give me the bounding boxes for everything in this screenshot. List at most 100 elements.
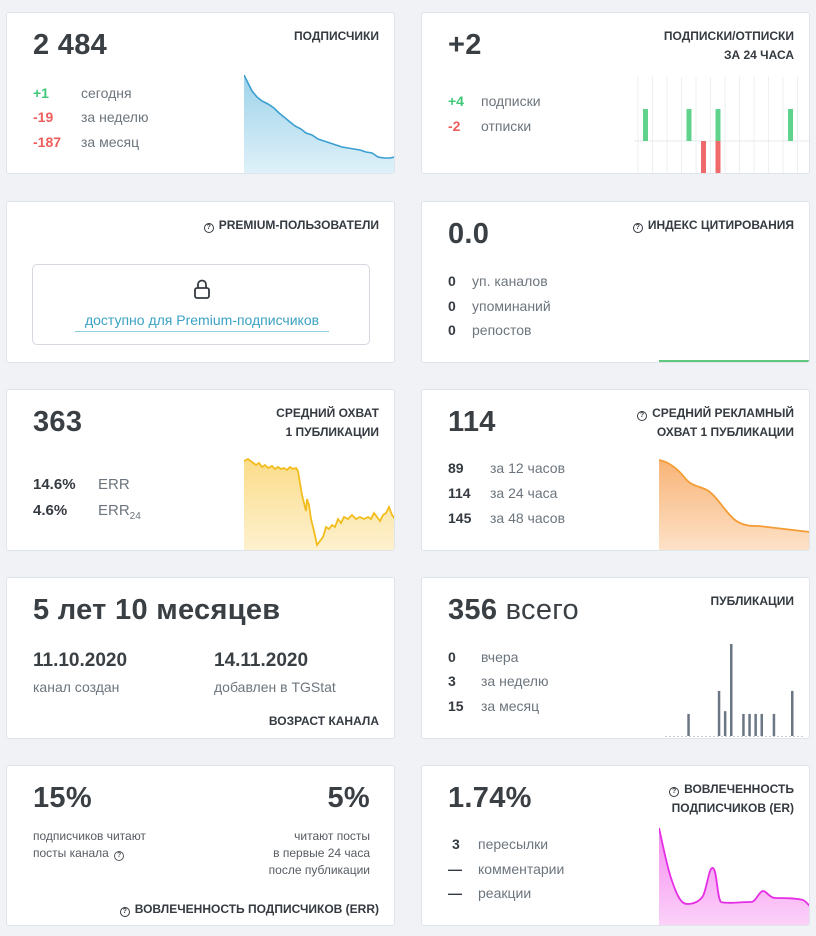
subscription-bar (788, 109, 793, 141)
err-right-value: 5% (327, 782, 370, 814)
err-right-label-line1: читают посты (294, 829, 370, 843)
ad-reach-12h-value: 89 (448, 460, 464, 476)
posts-total-value: 356 (448, 594, 498, 626)
post-bar (717, 690, 721, 736)
reach-header: СРЕДНИЙ ОХВАТ 1 ПУБЛИКАЦИИ (276, 404, 379, 442)
err-footer: ? ВОВЛЕЧЕННОСТЬ ПОДПИСЧИКОВ (ERR) (119, 900, 379, 919)
ad-reach-header-line1: ? СРЕДНИЙ РЕКЛАМНЫЙ (637, 404, 794, 423)
err-left-label: подписчиков читают посты канала ? (33, 828, 146, 862)
citation-flat-line (659, 360, 809, 362)
subscription-bar (715, 109, 721, 141)
premium-card[interactable]: ? PREMIUM-ПОЛЬЗОВАТЕЛИ доступно для Premi… (6, 201, 395, 363)
help-icon[interactable]: ? (203, 223, 214, 233)
subscribers-month-value: -187 (33, 134, 62, 150)
post-bar (760, 713, 763, 736)
post-bar (723, 711, 727, 736)
help-icon[interactable]: ? (114, 851, 125, 861)
channel-age-value: 5 лет 10 месяцев (33, 594, 281, 626)
post-bar (730, 644, 733, 736)
err-left-label-line2: посты канала ? (33, 845, 146, 862)
post-bar (687, 713, 690, 736)
err24-value: 4.6% (33, 502, 68, 519)
err-right-label-line3: после публикации (268, 863, 370, 877)
posts-total: 356 всего (448, 594, 579, 627)
posts-header: ПУБЛИКАЦИИ (710, 594, 794, 608)
er-header: ? ВОВЛЕЧЕННОСТЬ ПОДПИСЧИКОВ (ER) (669, 780, 794, 818)
subs-value: +4 (448, 93, 464, 109)
post-bar (791, 690, 794, 736)
premium-link[interactable]: доступно для Premium-подписчиков (84, 312, 320, 328)
reach-card[interactable]: 363 СРЕДНИЙ ОХВАТ 1 ПУБЛИКАЦИИ 14.6% ERR… (6, 389, 395, 551)
subs-unsubs-header-line1: ПОДПИСКИ/ОТПИСКИ (663, 29, 794, 43)
premium-locked-box[interactable]: доступно для Premium-подписчиков (32, 264, 370, 345)
er-sparkline (659, 827, 809, 925)
ad-reach-header: ? СРЕДНИЙ РЕКЛАМНЫЙ ОХВАТ 1 ПУБЛИКАЦИИ (637, 404, 794, 442)
post-bar (772, 713, 776, 736)
ad-reach-sparkline (659, 459, 809, 550)
posts-month-value: 15 (448, 698, 464, 714)
unsubscription-bar (715, 141, 721, 173)
posts-week-value: 3 (448, 673, 456, 689)
posts-card[interactable]: 356 всего ПУБЛИКАЦИИ 0 вчера 3 за неделю… (421, 577, 810, 739)
subs-label: подписки (481, 93, 541, 109)
help-icon[interactable]: ? (637, 411, 648, 421)
subscribers-today-value: +1 (33, 85, 49, 101)
citation-card[interactable]: 0.0 ? ИНДЕКС ЦИТИРОВАНИЯ 0 уп. каналов 0 … (421, 201, 810, 363)
citation-reposts-label: репостов (472, 322, 532, 338)
citation-channels-value: 0 (448, 273, 456, 289)
help-icon[interactable]: ? (119, 907, 130, 917)
err-left-label-line2-text: посты канала (33, 846, 109, 860)
er-card[interactable]: 1.74% ? ВОВЛЕЧЕННОСТЬ ПОДПИСЧИКОВ (ER) 3 … (421, 765, 810, 926)
citation-mentions-label: упоминаний (472, 298, 551, 314)
subscribers-card[interactable]: 2 484 ПОДПИСЧИКИ +1 сегодня -19 за недел… (6, 12, 395, 174)
subscribers-today-label: сегодня (81, 85, 132, 101)
reach-header-line2: 1 ПУБЛИКАЦИИ (285, 425, 379, 439)
err24-label: ERR24 (98, 502, 141, 522)
reach-header-line1: СРЕДНИЙ ОХВАТ (276, 406, 379, 420)
channel-age-footer: ВОЗРАСТ КАНАЛА (268, 714, 379, 728)
unsubs-label: отписки (481, 118, 532, 134)
err-footer-text: ВОВЛЕЧЕННОСТЬ ПОДПИСЧИКОВ (ERR) (134, 902, 379, 916)
help-icon[interactable]: ? (632, 223, 643, 233)
er-value: 1.74% (448, 782, 532, 814)
er-comments-value: — (448, 861, 462, 877)
posts-yesterday-value: 0 (448, 649, 456, 665)
reach-value: 363 (33, 406, 83, 438)
subscription-bar (643, 109, 648, 141)
ad-reach-header-line2: ОХВАТ 1 ПУБЛИКАЦИИ (656, 425, 794, 439)
err-label: ERR (98, 476, 130, 493)
er-forwards-label: пересылки (478, 836, 549, 852)
subscription-bar (686, 109, 692, 141)
subscribers-count: 2 484 (33, 29, 108, 61)
help-icon[interactable]: ? (669, 787, 680, 797)
ad-reach-header-line1-text: СРЕДНИЙ РЕКЛАМНЫЙ (652, 406, 794, 420)
citation-header-text: ИНДЕКС ЦИТИРОВАНИЯ (647, 218, 794, 232)
er-header-line1: ? ВОВЛЕЧЕННОСТЬ (669, 780, 794, 799)
citation-channels-label: уп. каналов (472, 273, 548, 289)
channel-age-card[interactable]: 5 лет 10 месяцев 11.10.2020 канал создан… (6, 577, 395, 739)
ad-reach-48h-label: за 48 часов (490, 510, 566, 526)
subscribers-header: ПОДПИСЧИКИ (294, 29, 379, 43)
ad-reach-24h-label: за 24 часа (490, 485, 558, 501)
posts-total-suffix: всего (505, 594, 579, 626)
reach-sparkline (244, 457, 394, 550)
premium-header: ? PREMIUM-ПОЛЬЗОВАТЕЛИ (203, 216, 379, 235)
unsubs-value: -2 (448, 118, 461, 134)
ad-reach-value: 114 (448, 406, 496, 438)
post-bar (748, 713, 751, 736)
er-forwards-value: 3 (452, 836, 460, 852)
subs-unsubs-card[interactable]: +2 ПОДПИСКИ/ОТПИСКИ ЗА 24 ЧАСА +4 подпис… (421, 12, 810, 174)
subscribers-month-label: за месяц (81, 134, 140, 150)
posts-week-label: за неделю (481, 673, 549, 689)
citation-reposts-value: 0 (448, 322, 456, 338)
ad-reach-card[interactable]: 114 ? СРЕДНИЙ РЕКЛАМНЫЙ ОХВАТ 1 ПУБЛИКАЦИ… (421, 389, 810, 551)
subs-unsubs-bar-chart (634, 77, 809, 173)
citation-index-value: 0.0 (448, 218, 490, 250)
ad-reach-48h-value: 145 (448, 510, 472, 526)
er-comments-label: комментарии (478, 861, 565, 877)
err-card[interactable]: 15% подписчиков читают посты канала ? 5%… (6, 765, 395, 926)
subs-unsubs-header-line2: ЗА 24 ЧАСА (723, 48, 794, 62)
subscribers-week-value: -19 (33, 109, 54, 125)
err-right-label-line2: в первые 24 часа (273, 846, 370, 860)
ad-reach-24h-value: 114 (448, 485, 471, 501)
